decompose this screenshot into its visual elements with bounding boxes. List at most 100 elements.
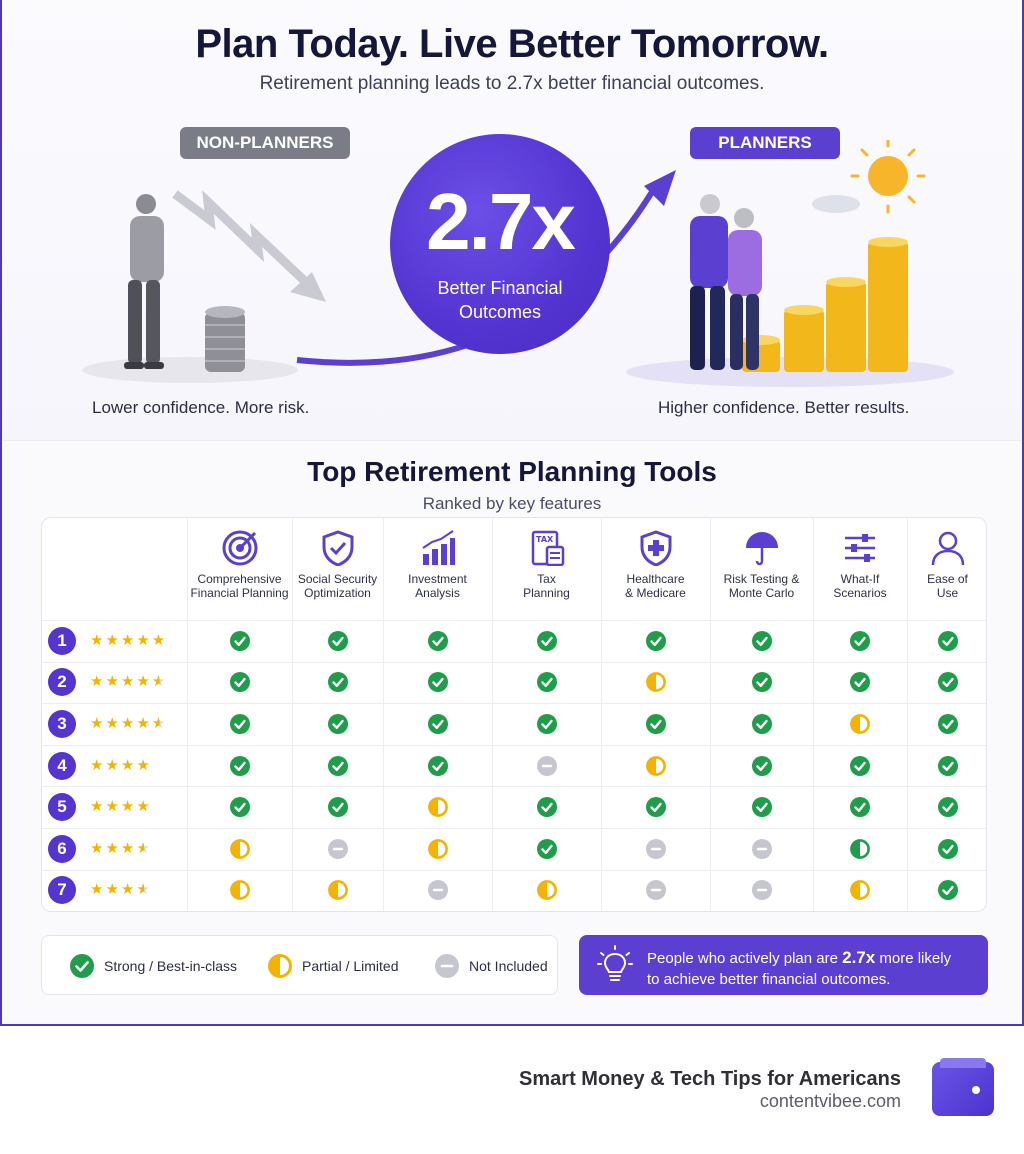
minus-icon bbox=[427, 880, 448, 901]
star-rating: ★★★★★ bbox=[90, 673, 168, 691]
column-header-3: Investment Analysis bbox=[383, 518, 492, 620]
check-icon bbox=[229, 714, 250, 734]
column-header-1: Comprehensive Financial Planning bbox=[187, 518, 292, 620]
check-icon bbox=[850, 672, 870, 693]
star-rating: ★★★★★ bbox=[90, 715, 168, 732]
multiplier-caption: Better Financial Outcomes bbox=[437, 278, 563, 322]
column-header-8: Ease of Use bbox=[907, 518, 986, 620]
tax-calculator-icon: TAX bbox=[531, 530, 564, 566]
bar-chart-icon bbox=[421, 530, 455, 565]
half-star-icon: ★ bbox=[151, 715, 168, 732]
check-icon bbox=[645, 797, 666, 818]
multiplier-value: 2.7x bbox=[426, 177, 576, 266]
tools-title: Top Retirement Planning Tools bbox=[307, 456, 717, 487]
legend: Strong / Best-in-class Partial / Limited… bbox=[41, 935, 558, 995]
minus-icon bbox=[751, 838, 772, 859]
minus-icon bbox=[327, 838, 348, 859]
callout-text: People who actively plan are 2.7x more l… bbox=[647, 948, 952, 988]
check-icon bbox=[70, 954, 94, 978]
tools-table: Comprehensive Financial Planning Social Se… bbox=[41, 517, 987, 912]
half-circle-icon bbox=[229, 838, 250, 859]
check-icon bbox=[751, 755, 772, 776]
insight-callout: People who actively plan are 2.7x more l… bbox=[579, 935, 988, 995]
half-circle-icon bbox=[850, 880, 870, 901]
svg-text:TAX: TAX bbox=[536, 535, 554, 544]
planners-caption: Higher confidence. Better results. bbox=[658, 398, 910, 417]
check-icon bbox=[751, 797, 772, 818]
column-header-4: TAX Tax Planning bbox=[492, 518, 601, 620]
check-icon bbox=[536, 630, 557, 651]
footer-url[interactable]: contentvibee.com bbox=[759, 1091, 901, 1111]
check-icon bbox=[850, 797, 870, 818]
check-icon bbox=[937, 630, 958, 651]
tools-subtitle: Ranked by key features bbox=[422, 494, 602, 513]
column-header-2: Social Security Optimization bbox=[292, 518, 383, 620]
umbrella-icon bbox=[745, 532, 778, 566]
rank-badge: 2 bbox=[48, 668, 76, 697]
column-header-7: What-If Scenarios bbox=[813, 518, 907, 620]
non-planners-badge: NON-PLANNERS bbox=[180, 127, 350, 159]
check-icon bbox=[327, 714, 348, 734]
minus-icon bbox=[536, 755, 557, 776]
page-title: Plan Today. Live Better Tomorrow. bbox=[195, 22, 829, 66]
wallet-logo-icon bbox=[932, 1058, 994, 1116]
non-planners-caption: Lower confidence. More risk. bbox=[92, 398, 310, 417]
half-circle-icon bbox=[327, 880, 348, 901]
half-circle-icon bbox=[645, 672, 666, 693]
rank-badge: 1 bbox=[48, 626, 76, 655]
half-circle-icon bbox=[645, 755, 666, 776]
check-icon bbox=[850, 755, 870, 776]
page-subtitle: Retirement planning leads to 2.7x better… bbox=[259, 73, 765, 94]
check-icon bbox=[229, 797, 250, 818]
rank-badge: 3 bbox=[48, 710, 76, 738]
half-star-icon: ★ bbox=[136, 881, 152, 899]
minus-icon bbox=[645, 838, 666, 859]
column-header-6: Risk Testing & Monte Carlo bbox=[710, 518, 813, 620]
legend-strong: Strong / Best-in-class bbox=[70, 954, 237, 978]
sliders-icon bbox=[845, 534, 875, 562]
check-icon bbox=[850, 630, 870, 651]
check-icon bbox=[536, 714, 557, 734]
half-circle-icon bbox=[268, 954, 292, 978]
minus-icon bbox=[645, 880, 666, 901]
check-icon bbox=[751, 630, 772, 651]
check-icon bbox=[427, 672, 448, 693]
check-icon bbox=[937, 880, 958, 901]
rank-badge: 6 bbox=[48, 834, 76, 863]
check-icon bbox=[229, 672, 250, 693]
half-star-icon: ★ bbox=[136, 839, 152, 857]
target-icon bbox=[222, 530, 257, 566]
non-planner-illustration bbox=[82, 190, 326, 383]
column-header-5: Healthcare & Medicare bbox=[601, 518, 710, 620]
check-icon bbox=[751, 672, 772, 693]
check-icon bbox=[751, 714, 772, 734]
check-icon bbox=[937, 755, 958, 776]
user-icon bbox=[931, 531, 964, 566]
check-icon bbox=[645, 714, 666, 734]
hero-section: Plan Today. Live Better Tomorrow. Retire… bbox=[2, 0, 1022, 440]
footer-title: Smart Money & Tech Tips for Americans bbox=[519, 1068, 901, 1090]
check-icon bbox=[327, 797, 348, 818]
check-icon bbox=[645, 630, 666, 651]
half-circle-icon bbox=[229, 880, 250, 901]
half-circle-icon bbox=[850, 714, 870, 734]
star-rating: ★★★★★ bbox=[90, 631, 168, 649]
check-icon bbox=[327, 755, 348, 776]
check-icon bbox=[427, 755, 448, 776]
legend-partial: Partial / Limited bbox=[268, 954, 398, 978]
check-icon bbox=[937, 672, 958, 693]
planners-badge: PLANNERS bbox=[690, 127, 840, 159]
check-icon bbox=[536, 838, 557, 859]
check-icon bbox=[327, 672, 348, 693]
star-rating: ★★★★ bbox=[90, 756, 152, 774]
check-icon bbox=[937, 797, 958, 818]
check-icon bbox=[937, 838, 958, 859]
star-rating: ★★★★ bbox=[90, 798, 152, 816]
rank-badge: 5 bbox=[48, 793, 76, 822]
half-circle-icon bbox=[427, 797, 448, 818]
planner-illustration bbox=[626, 140, 954, 387]
medical-shield-icon bbox=[640, 530, 671, 566]
check-icon bbox=[229, 630, 250, 651]
star-rating: ★★★★ bbox=[90, 881, 152, 899]
star-rating: ★★★★ bbox=[90, 839, 152, 857]
